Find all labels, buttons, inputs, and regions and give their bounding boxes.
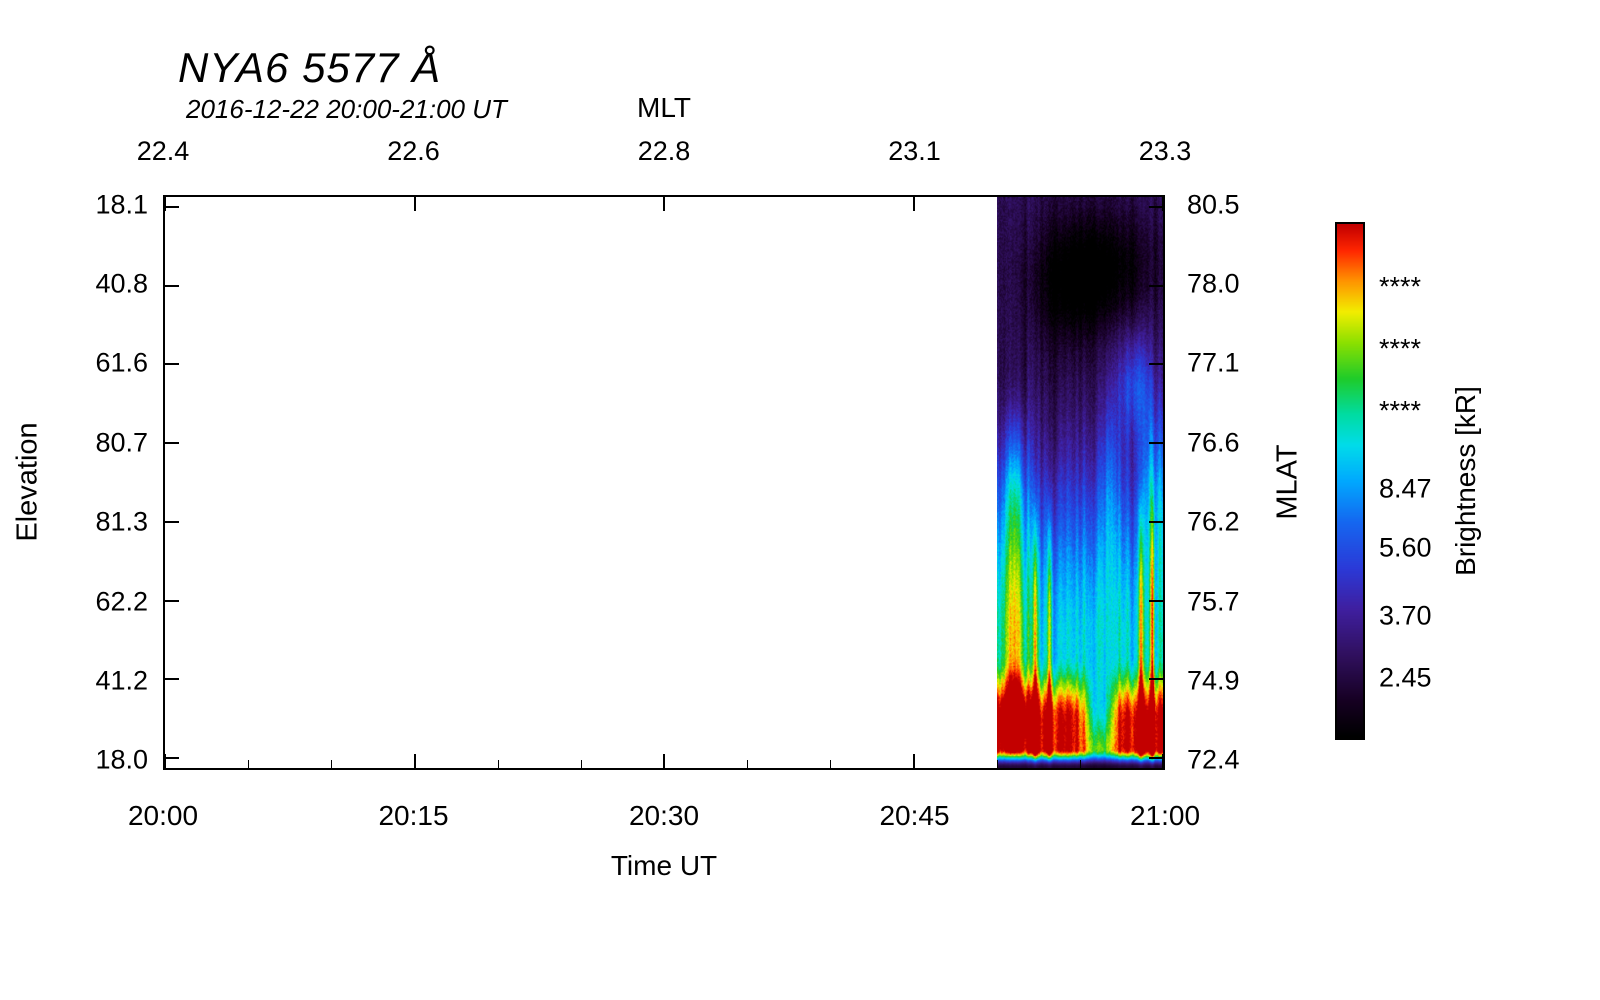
colorbar-tick-label: 2.45 xyxy=(1379,662,1432,693)
left-tick-label: 41.2 xyxy=(95,665,148,696)
right-tick-label: 77.1 xyxy=(1187,347,1240,378)
x-axis-title: Time UT xyxy=(610,850,718,881)
x-minor-tick-mark xyxy=(747,760,749,768)
top-tick-label: 22.6 xyxy=(387,136,440,166)
left-tick-mark xyxy=(165,757,179,760)
plot-area xyxy=(163,195,1165,770)
left-tick-mark xyxy=(165,205,179,208)
x-tick-mark xyxy=(164,754,166,768)
x-tick-mark xyxy=(413,754,416,768)
top-tick-mark xyxy=(663,197,665,211)
x-minor-tick-mark xyxy=(996,760,998,768)
left-tick-label: 62.2 xyxy=(95,586,148,617)
left-tick-mark xyxy=(165,520,179,523)
x-minor-tick-mark xyxy=(497,760,499,768)
keogram-image xyxy=(996,197,1163,768)
colorbar-tick-label: 3.70 xyxy=(1379,600,1432,631)
left-tick-label: 80.7 xyxy=(95,427,148,458)
right-tick-label: 76.2 xyxy=(1187,506,1240,537)
x-minor-tick-mark xyxy=(830,760,832,768)
right-tick-mark xyxy=(1149,442,1163,445)
x-minor-tick-mark xyxy=(580,760,582,768)
right-tick-label: 78.0 xyxy=(1187,268,1240,299)
left-tick-label: 18.1 xyxy=(95,189,148,220)
top-tick-label: 22.4 xyxy=(136,136,190,166)
left-tick-mark xyxy=(165,599,179,602)
right-tick-mark xyxy=(1149,205,1163,208)
plot-title: NYA6 5577 Å xyxy=(178,44,442,91)
top-tick-mark xyxy=(912,197,915,211)
right-tick-mark xyxy=(1149,520,1163,523)
top-tick-mark xyxy=(413,197,416,211)
left-tick-label: 61.6 xyxy=(95,347,148,378)
right-tick-label: 76.6 xyxy=(1187,427,1240,458)
x-tick-label: 20:45 xyxy=(879,800,950,831)
left-tick-mark xyxy=(165,284,179,287)
top-tick-label: 23.1 xyxy=(888,136,941,166)
left-tick-label: 40.8 xyxy=(95,268,148,299)
x-minor-tick-mark xyxy=(248,760,250,768)
x-tick-mark xyxy=(663,754,665,768)
right-tick-mark xyxy=(1149,678,1163,681)
colorbar xyxy=(1335,222,1365,740)
x-tick-label: 20:00 xyxy=(127,800,199,831)
top-tick-mark xyxy=(1162,197,1164,211)
colorbar-tick-label: **** xyxy=(1379,271,1422,302)
x-tick-mark xyxy=(912,754,915,768)
right-axis-title: MLAT xyxy=(1271,444,1304,520)
right-tick-mark xyxy=(1149,757,1163,760)
colorbar-gradient xyxy=(1337,224,1363,738)
x-minor-tick-mark xyxy=(1079,760,1081,768)
top-tick-mark xyxy=(164,197,166,211)
left-tick-mark xyxy=(165,442,179,445)
right-tick-mark xyxy=(1149,363,1163,366)
right-tick-mark xyxy=(1149,284,1163,287)
plot-subtitle: 2016-12-22 20:00-21:00 UT xyxy=(186,94,507,124)
right-tick-mark xyxy=(1149,599,1163,602)
top-axis-title: MLT xyxy=(637,92,691,123)
right-tick-label: 74.9 xyxy=(1187,665,1240,696)
x-tick-mark xyxy=(1162,754,1164,768)
top-tick-label: 23.3 xyxy=(1138,136,1192,166)
colorbar-tick-label: 5.60 xyxy=(1379,532,1432,563)
colorbar-title: Brightness [kR] xyxy=(1450,386,1481,576)
top-tick-label: 22.8 xyxy=(637,136,691,166)
x-tick-label: 20:15 xyxy=(378,800,449,831)
left-tick-mark xyxy=(165,678,179,681)
right-tick-label: 72.4 xyxy=(1187,744,1240,775)
x-tick-label: 21:00 xyxy=(1129,800,1201,831)
x-minor-tick-mark xyxy=(331,760,333,768)
colorbar-tick-label: **** xyxy=(1379,395,1422,426)
x-tick-label: 20:30 xyxy=(628,800,700,831)
left-tick-mark xyxy=(165,363,179,366)
colorbar-tick-label: 8.47 xyxy=(1379,473,1432,504)
right-tick-label: 75.7 xyxy=(1187,586,1240,617)
left-tick-label: 81.3 xyxy=(95,506,148,537)
right-tick-label: 80.5 xyxy=(1187,189,1240,220)
colorbar-tick-label: **** xyxy=(1379,333,1422,364)
left-tick-label: 18.0 xyxy=(95,744,148,775)
